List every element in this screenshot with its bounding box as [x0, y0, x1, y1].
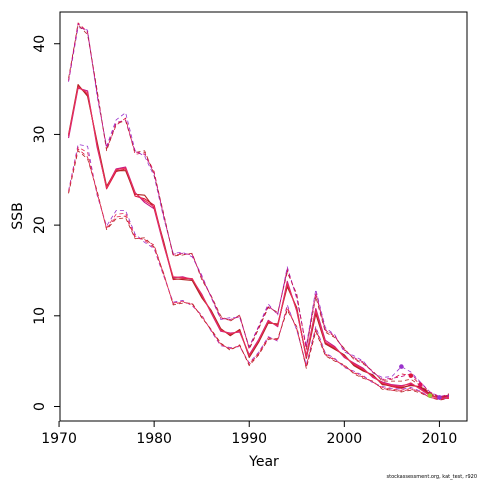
- y-tick-label: 10: [32, 307, 48, 325]
- series-line-10: [68, 143, 449, 400]
- series-line-8: [68, 23, 450, 397]
- plot-frame: [59, 11, 468, 422]
- x-tick-label: 1970: [41, 431, 77, 447]
- series-line-9: [68, 148, 449, 400]
- x-tick-label: 1990: [231, 431, 267, 447]
- data-point-3: [418, 382, 423, 388]
- x-tick-label: 1980: [136, 431, 172, 447]
- series-line-6: [68, 27, 449, 397]
- series-layer: [68, 22, 450, 401]
- footer-credit: stockassessment.org, kat_test, r920: [387, 474, 478, 480]
- data-point-5: [437, 395, 442, 400]
- y-tick-label: 0: [32, 402, 48, 411]
- x-tick-label: 2000: [327, 431, 363, 447]
- y-axis-title: SSB: [10, 202, 26, 229]
- x-axis-title: Year: [248, 454, 279, 470]
- y-tick-label: 20: [32, 216, 48, 234]
- x-axis: 1970 1980 1990 2000 2010: [41, 421, 457, 447]
- y-axis: 0 10 20 30 40: [32, 35, 60, 411]
- data-point-1: [399, 364, 404, 369]
- y-tick-label: 30: [32, 126, 48, 144]
- data-point-2: [408, 373, 414, 378]
- x-tick-label: 2010: [422, 431, 458, 447]
- y-tick-label: 40: [32, 35, 48, 53]
- series-line-12: [68, 146, 449, 400]
- points-layer: [399, 364, 442, 400]
- series-line-4: [68, 86, 449, 399]
- series-line-11: [68, 150, 450, 401]
- data-point-4: [427, 393, 433, 398]
